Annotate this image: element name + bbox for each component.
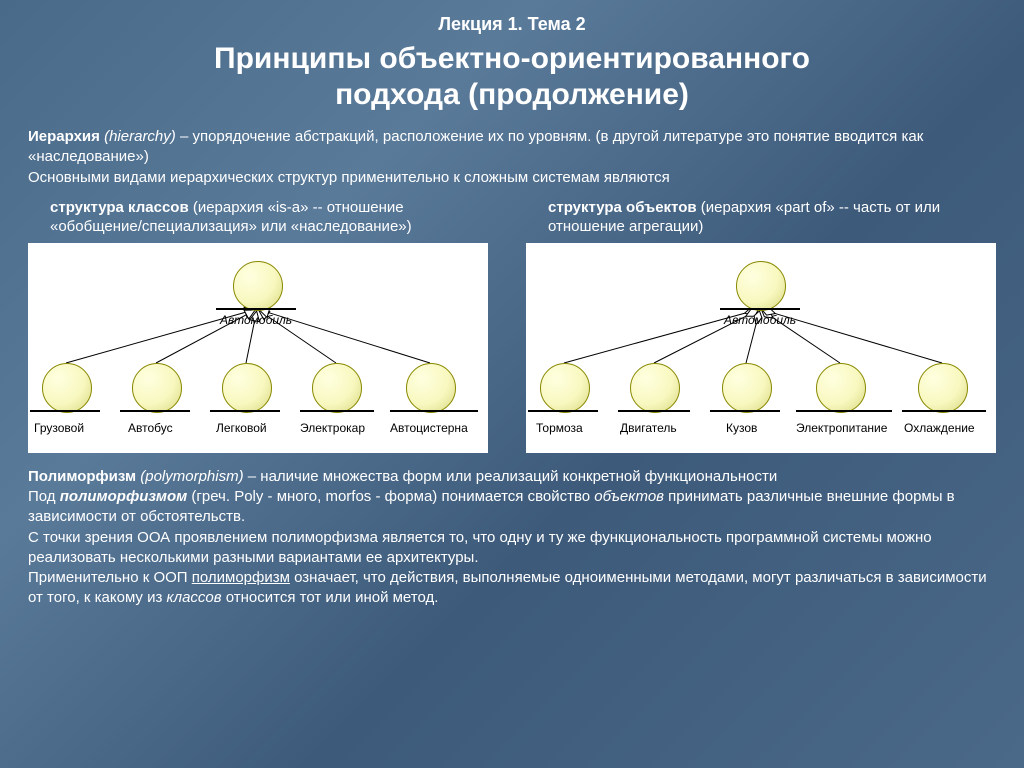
node-label-root: Автомобиль bbox=[724, 313, 796, 327]
poly-p1-rest: – наличие множества форм или реализаций … bbox=[244, 468, 778, 485]
node-shelf bbox=[120, 410, 190, 412]
p2-a: Под bbox=[28, 488, 60, 505]
bottom-text: Полиморфизм (polymorphism) – наличие мно… bbox=[28, 467, 996, 609]
node-shelf bbox=[710, 410, 780, 412]
node-ball bbox=[312, 363, 362, 413]
node-ball bbox=[222, 363, 272, 413]
poly-term-latin: (polymorphism) bbox=[136, 468, 244, 485]
poly-term: Полиморфизм bbox=[28, 468, 136, 485]
p2-b: (греч. Poly - много, morfos - форма) пон… bbox=[187, 488, 594, 505]
node-ball bbox=[42, 363, 92, 413]
intro-line2: Основными видами иерархических структур … bbox=[28, 169, 670, 186]
right-column: структура объектов (иерархия «part of» -… bbox=[526, 198, 996, 453]
right-diagram: Автомобиль Тормоза Двигатель Кузов Электропи… bbox=[526, 243, 996, 453]
diagram-columns: структура классов (иерархия «is-a» -- от… bbox=[28, 198, 996, 453]
pretitle: Лекция 1. Тема 2 bbox=[28, 14, 996, 35]
node-shelf bbox=[528, 410, 598, 412]
intro-text: Иерархия (hierarchy) – упорядочение абст… bbox=[28, 127, 996, 188]
node-ball bbox=[918, 363, 968, 413]
node-label: Охлаждение bbox=[904, 421, 975, 435]
p2-i: объектов bbox=[594, 488, 664, 505]
node-shelf bbox=[618, 410, 690, 412]
poly-p3: С точки зрения ООА проявлением полиморфи… bbox=[28, 528, 996, 569]
p4-a: Применительно к ООП bbox=[28, 569, 192, 586]
title-line2: подхода (продолжение) bbox=[335, 78, 689, 111]
node-ball bbox=[816, 363, 866, 413]
slide: Лекция 1. Тема 2 Принципы объектно-ориен… bbox=[0, 0, 1024, 768]
p4-u: полиморфизм bbox=[192, 569, 290, 586]
right-caption: структура объектов (иерархия «part of» -… bbox=[526, 198, 996, 237]
node-label: Автоцистерна bbox=[390, 421, 468, 435]
poly-p1: Полиморфизм (polymorphism) – наличие мно… bbox=[28, 467, 996, 487]
left-caption-bold: структура классов bbox=[50, 199, 189, 216]
node-shelf bbox=[216, 308, 296, 310]
node-ball bbox=[630, 363, 680, 413]
node-shelf bbox=[720, 308, 800, 310]
node-shelf bbox=[30, 410, 100, 412]
node-label: Электрокар bbox=[300, 421, 365, 435]
poly-p4: Применительно к ООП полиморфизм означает… bbox=[28, 568, 996, 609]
p4-c: относится тот или иной метод. bbox=[222, 589, 439, 606]
node-label: Тормоза bbox=[536, 421, 583, 435]
node-ball bbox=[722, 363, 772, 413]
node-ball-root bbox=[736, 261, 786, 311]
node-ball bbox=[132, 363, 182, 413]
node-label: Автобус bbox=[128, 421, 173, 435]
node-label: Кузов bbox=[726, 421, 757, 435]
p2-bi: полиморфизмом bbox=[60, 488, 188, 505]
node-shelf bbox=[390, 410, 478, 412]
p4-i: классов bbox=[167, 589, 222, 606]
node-ball-root bbox=[233, 261, 283, 311]
node-label-root: Автомобиль bbox=[220, 313, 292, 327]
left-caption: структура классов (иерархия «is-a» -- от… bbox=[28, 198, 496, 237]
right-caption-bold: структура объектов bbox=[548, 199, 697, 216]
node-ball bbox=[406, 363, 456, 413]
node-shelf bbox=[902, 410, 986, 412]
left-diagram: Автомобиль Грузовой Автобус Легковой Электро… bbox=[28, 243, 488, 453]
intro-term: Иерархия bbox=[28, 128, 100, 145]
node-label: Электропитание bbox=[796, 421, 887, 435]
node-label: Легковой bbox=[216, 421, 267, 435]
intro-term-latin: (hierarchy) bbox=[100, 128, 176, 145]
poly-p2: Под полиморфизмом (греч. Poly - много, m… bbox=[28, 487, 996, 528]
node-shelf bbox=[300, 410, 374, 412]
node-shelf bbox=[796, 410, 892, 412]
node-shelf bbox=[210, 410, 280, 412]
title-line1: Принципы объектно-ориентированного bbox=[214, 42, 810, 75]
main-title: Принципы объектно-ориентированного подхо… bbox=[28, 41, 996, 113]
left-column: структура классов (иерархия «is-a» -- от… bbox=[28, 198, 496, 453]
node-label: Грузовой bbox=[34, 421, 84, 435]
node-label: Двигатель bbox=[620, 421, 677, 435]
node-ball bbox=[540, 363, 590, 413]
